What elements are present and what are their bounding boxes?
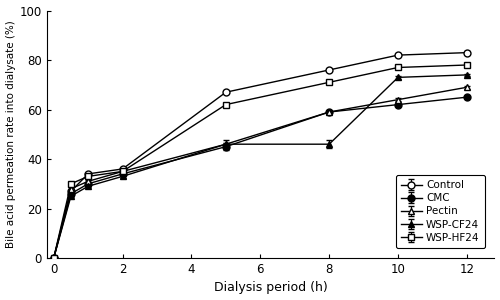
Y-axis label: Bile acid permeation rate into dialysate (%): Bile acid permeation rate into dialysate…: [6, 20, 16, 248]
X-axis label: Dialysis period (h): Dialysis period (h): [214, 281, 328, 294]
Legend: Control, CMC, Pectin, WSP-CF24, WSP-HF24: Control, CMC, Pectin, WSP-CF24, WSP-HF24: [396, 175, 485, 248]
